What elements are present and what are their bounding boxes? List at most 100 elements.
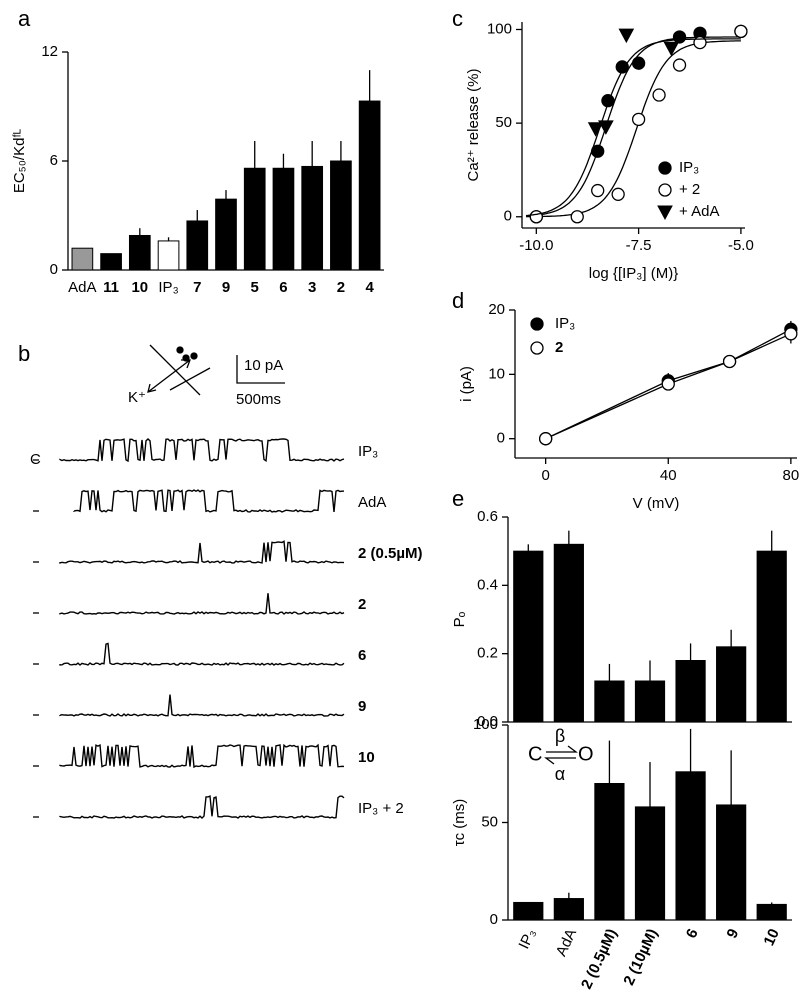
bar [675, 660, 706, 723]
x-tick-label: 5 [251, 279, 259, 296]
legend-label: IP₃ [679, 159, 699, 176]
trace-label: 10 [358, 749, 375, 766]
bar [553, 543, 584, 723]
legend-marker [658, 161, 672, 175]
bar [358, 100, 381, 271]
bar [553, 898, 584, 921]
panel-letter: d [452, 288, 464, 313]
point [631, 112, 646, 127]
channel-trace [59, 438, 345, 463]
y-tick-label: 100 [473, 716, 498, 733]
x-tick-label: 11 [103, 279, 119, 296]
channel-trace [59, 743, 345, 769]
point [652, 88, 666, 102]
legend-label: 2 [555, 339, 563, 356]
x-tick-label: 2 (0.5µM) [578, 926, 621, 992]
trace-label: 6 [358, 647, 366, 664]
y-axis-label: EC₅₀/Kdᶠᴸ [11, 129, 28, 193]
scheme-state: C [528, 743, 542, 765]
panel-letter: a [18, 6, 31, 31]
x-tick-label: 0 [541, 467, 549, 484]
x-tick-label: IP₃ [158, 279, 178, 296]
x-tick-label: 9 [723, 926, 742, 941]
legend-label: + AdA [679, 203, 719, 220]
trace-label: 2 [358, 596, 366, 613]
channel-trace [73, 489, 345, 513]
x-tick-label: 2 [337, 279, 345, 296]
scheme-rate: β [555, 726, 565, 746]
point [615, 60, 629, 74]
scale-label: 500ms [236, 391, 281, 408]
point [734, 24, 748, 39]
channel-trace [59, 593, 345, 615]
point [672, 58, 687, 72]
scale-label: 10 pA [244, 357, 283, 374]
y-tick-label: 0.6 [477, 508, 498, 525]
bar [71, 247, 94, 271]
y-tick-label: 100 [487, 20, 512, 37]
y-tick-label: 50 [495, 114, 512, 131]
bar [157, 240, 180, 271]
point [722, 354, 737, 369]
bar [756, 550, 787, 723]
point [618, 28, 635, 44]
point [663, 41, 680, 57]
x-tick-label: 7 [193, 279, 201, 296]
channel-trace [59, 540, 345, 564]
y-tick-label: 0 [50, 261, 58, 278]
point [672, 30, 687, 44]
x-tick-label: 80 [783, 467, 800, 484]
x-tick-label: 6 [279, 279, 287, 296]
trace-label: 9 [358, 698, 366, 715]
y-tick-label: 50 [481, 813, 498, 830]
series-line [545, 333, 792, 440]
x-tick-label: 6 [683, 926, 702, 941]
x-tick-label: 10 [760, 926, 782, 948]
point [661, 377, 675, 391]
legend-marker [530, 341, 544, 355]
point [598, 120, 614, 135]
y-tick-label: 0.2 [477, 645, 498, 662]
y-axis-label: Ca²⁺ release (%) [465, 69, 482, 182]
y-axis-label: i (pA) [458, 366, 475, 402]
x-tick-label: 10 [131, 279, 148, 296]
trace-label: IP₃ [358, 443, 378, 460]
schematic [147, 344, 211, 396]
panel-letter: b [18, 341, 30, 366]
x-tick-label: 4 [365, 279, 374, 296]
x-tick-label: AdA [553, 926, 580, 959]
scale-bar [236, 355, 285, 384]
fit-curve [526, 38, 741, 217]
y-tick-label: 0.4 [477, 576, 498, 593]
ion-label: K⁺ [128, 389, 146, 406]
bar [513, 901, 544, 921]
bar [716, 804, 747, 921]
point [529, 210, 543, 224]
point [784, 327, 798, 341]
x-tick-label: -5.0 [728, 237, 754, 254]
bar [272, 167, 295, 271]
bar [330, 160, 352, 271]
y-tick-label: 10 [488, 365, 505, 382]
point [539, 432, 553, 446]
point [591, 183, 605, 198]
legend-label: IP₃ [555, 315, 575, 332]
bar [634, 680, 666, 723]
y-axis-label: Pₒ [451, 611, 468, 627]
legend-label: + 2 [679, 181, 700, 198]
legend-marker [658, 183, 672, 197]
y-tick-label: 0 [497, 430, 505, 447]
bar [128, 234, 151, 271]
x-tick-label: -10.0 [519, 237, 553, 254]
bar [634, 806, 666, 921]
y-tick-label: 0 [490, 911, 498, 928]
bar [756, 903, 787, 921]
bar [243, 167, 266, 271]
channel-trace [59, 642, 345, 666]
bar [675, 771, 706, 921]
panel-letter: c [452, 6, 463, 31]
point [631, 56, 646, 70]
x-tick-label: -7.5 [626, 237, 652, 254]
bar [716, 646, 747, 723]
